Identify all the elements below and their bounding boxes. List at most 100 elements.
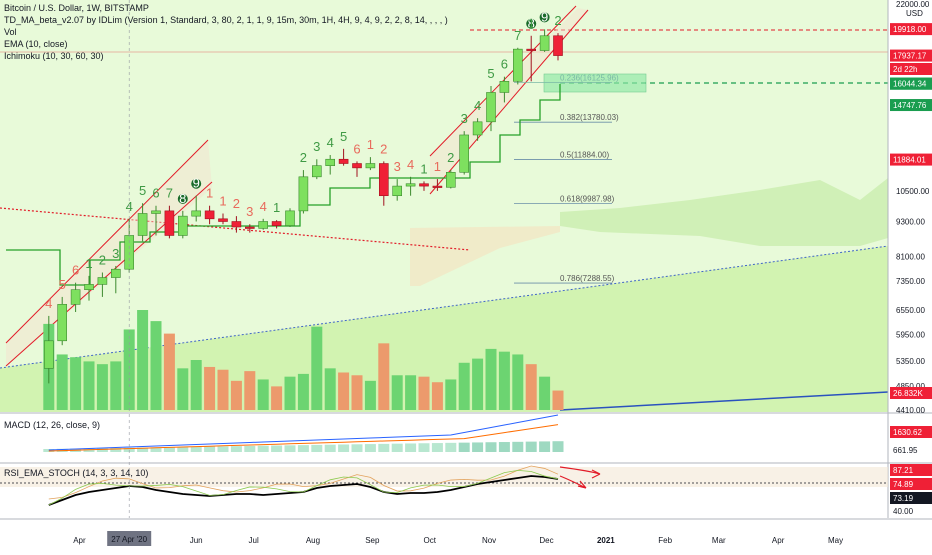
price-badge-label: 14747.76	[893, 101, 927, 110]
price-badge	[890, 49, 932, 62]
price-badge-label: 2d 22h	[893, 65, 917, 74]
macd-histogram-bar	[445, 442, 457, 452]
volume-bar	[378, 343, 390, 410]
candle-body	[365, 163, 376, 169]
macd-histogram-bar	[418, 443, 430, 452]
candle-body	[285, 210, 295, 226]
candle-body	[445, 172, 456, 188]
price-axis-tick: 10500.00	[896, 187, 930, 196]
td-count-label: 1	[367, 137, 374, 152]
candle-body	[539, 35, 550, 51]
macd-histogram-bar	[271, 445, 283, 452]
target-zone-box	[543, 73, 647, 93]
indicator-ichimoku[interactable]: Ichimoku (10, 30, 60, 30)	[4, 51, 104, 61]
candle-body	[486, 92, 496, 123]
macd-histogram-bar	[217, 446, 229, 452]
volume-bar	[445, 379, 457, 410]
macd-histogram-bar	[512, 441, 524, 452]
macd-histogram-bar	[150, 447, 162, 452]
long-trend-line	[559, 391, 889, 411]
crosshair-date-label: 27 Apr '20	[111, 535, 147, 544]
td-count-label: 1	[219, 193, 226, 208]
td-count-label: 7	[514, 28, 521, 43]
candle-body	[298, 176, 309, 212]
candle-body	[245, 226, 255, 229]
price-badge	[890, 23, 932, 36]
candle-body	[204, 210, 215, 220]
candle-body	[311, 165, 322, 178]
price-axis-tick: 22000.00	[896, 0, 930, 9]
time-axis-label: Dec	[539, 536, 553, 545]
macd-histogram-bar	[351, 444, 363, 452]
crosshair-date-badge	[107, 531, 152, 546]
time-axis-label: Sep	[365, 536, 380, 545]
td-count-label: 2	[447, 150, 454, 165]
volume-bar	[163, 333, 175, 410]
chart-title[interactable]: Bitcoin / U.S. Dollar, 1W, BITSTAMP	[4, 3, 149, 13]
indicator-td-ma[interactable]: TD_MA_beta_v2.07 by IDLim (Version 1, St…	[4, 15, 448, 25]
candle-body	[258, 221, 269, 229]
rsi-axis-tick: 87.21	[893, 466, 914, 475]
volume-bar	[324, 368, 336, 410]
rsi-pane-label[interactable]: RSI_EMA_STOCH (14, 3, 3, 14, 10)	[4, 468, 149, 478]
macd-histogram-bar	[552, 441, 564, 452]
candle-body	[512, 48, 523, 82]
volume-bar	[472, 358, 484, 410]
macd-histogram-bar	[190, 446, 202, 452]
price-badge-label: 17937.17	[893, 52, 927, 61]
td-count-label: 2	[233, 196, 240, 211]
volume-bar	[284, 376, 296, 410]
candle-body	[499, 81, 510, 93]
td-count-label: 7	[166, 186, 173, 201]
td-count-badge	[177, 193, 188, 204]
time-axis-label: Nov	[482, 536, 496, 545]
volume-bar	[498, 351, 510, 410]
stoch-k-line	[48, 465, 559, 500]
td-count-badge	[526, 18, 537, 29]
macd-pane-label[interactable]: MACD (12, 26, close, 9)	[4, 420, 101, 430]
rsi-badge	[890, 478, 932, 490]
td-count-label: 6	[152, 186, 159, 201]
candle-body	[419, 183, 429, 187]
td-count-label: 1	[206, 186, 213, 201]
rsi-axis-tick: 74.89	[893, 480, 914, 489]
candle-body	[57, 304, 68, 342]
volume-bar	[391, 375, 403, 410]
candle-body	[97, 277, 108, 285]
td-count-label: 4	[407, 157, 414, 172]
indicator-vol[interactable]: Vol	[4, 27, 17, 37]
candle-body	[151, 210, 161, 214]
fib-level-label: 0.5(11884.00)	[560, 151, 610, 160]
fib-level-label: 0.236(16125.96)	[560, 73, 619, 82]
macd-histogram-bar	[391, 443, 403, 452]
candle-body	[459, 134, 470, 173]
volume-bar	[525, 364, 537, 410]
price-axis-tick: 4850.00	[896, 382, 925, 391]
indicator-ema[interactable]: EMA (10, close)	[4, 39, 68, 49]
td-count-badge	[539, 12, 550, 23]
volume-bar	[83, 361, 95, 410]
price-badge	[890, 153, 932, 166]
time-axis-label: Jul	[249, 536, 259, 545]
time-axis-label: Feb	[658, 536, 672, 545]
macd-histogram-bar	[338, 444, 350, 452]
volume-bar	[110, 361, 122, 410]
td-count-label: 2	[554, 13, 561, 28]
volume-bar	[257, 379, 269, 410]
volume-bar	[123, 329, 135, 410]
channel-2-upper	[429, 5, 577, 157]
macd-histogram-bar	[364, 444, 376, 452]
price-badge-label: 26.832K	[893, 389, 923, 398]
td-count-label: 4	[474, 98, 481, 113]
td-count-label: 1	[85, 256, 92, 271]
candle-body	[43, 340, 54, 369]
candle-body	[352, 163, 362, 169]
time-axis-label: Apr	[73, 536, 86, 545]
volume-bar	[70, 357, 82, 410]
chart-legend: Bitcoin / U.S. Dollar, 1W, BITSTAMP TD_M…	[4, 2, 448, 62]
td-count-label: 8	[179, 191, 186, 206]
candle-body	[164, 210, 175, 236]
macd-badge	[890, 426, 932, 438]
